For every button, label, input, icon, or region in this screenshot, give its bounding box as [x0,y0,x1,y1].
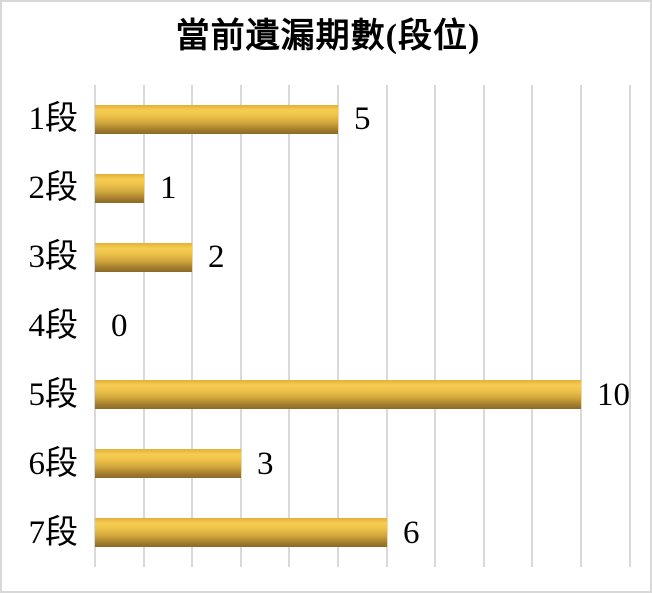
gridline [628,85,631,567]
gridline [580,85,582,567]
gridline [142,85,145,567]
category-label: 6段 [28,445,79,482]
bar [95,380,581,410]
value-label: 6 [403,514,420,551]
bar [95,242,192,272]
value-label: 5 [354,101,371,138]
gridline [94,85,96,567]
gridline [434,85,437,567]
gridline [482,85,485,567]
gridline [337,85,339,567]
category-label: 5段 [28,376,79,413]
bar [95,449,241,479]
value-label: 1 [160,170,177,207]
bar [95,518,387,548]
category-label: 3段 [28,239,79,276]
gridline [288,85,291,567]
gridline [385,85,388,567]
bar [95,173,144,203]
value-label: 3 [257,445,274,482]
gridline [531,85,534,567]
gridline [191,85,194,567]
category-label: 7段 [28,514,79,551]
value-label: 10 [597,376,630,413]
value-label: 2 [208,239,225,276]
bar [95,104,338,134]
category-label: 4段 [28,308,79,344]
plot-area [94,85,631,567]
category-label: 1段 [28,101,79,138]
chart-title: 當前遺漏期數(段位) [175,18,481,55]
value-label: 0 [111,308,128,344]
category-label: 2段 [28,170,79,207]
gridline [239,85,242,567]
